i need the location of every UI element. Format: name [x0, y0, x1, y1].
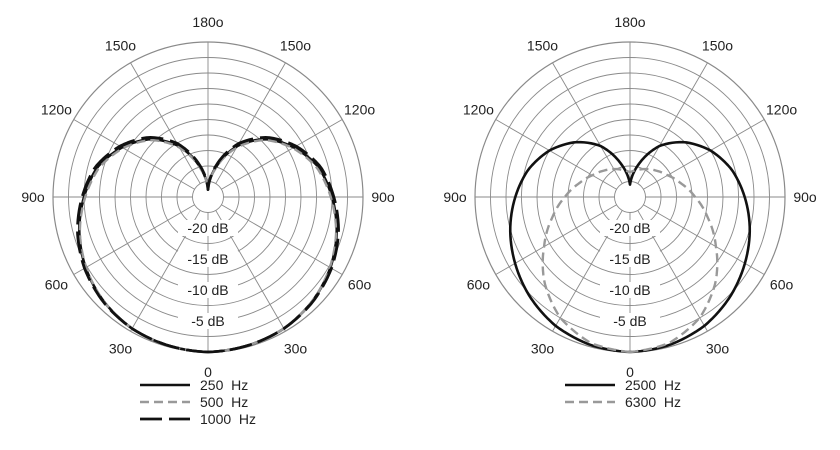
db-label-bg — [178, 251, 238, 267]
series-curve-6300-hz — [541, 167, 719, 354]
grid-spoke — [73, 204, 195, 275]
angle-label: 150o — [527, 37, 558, 53]
grid-spoke — [73, 119, 195, 190]
angle-label: 0 — [626, 364, 634, 380]
polar-chart-right: 0 30o 60o 90o 120o 150o 180o 150o 120o 90o 60o 30o -… — [443, 14, 817, 410]
grid-spoke — [637, 62, 708, 184]
db-label: -10 dB — [187, 282, 228, 298]
angle-label: 180o — [192, 14, 223, 30]
angle-label: 60o — [45, 277, 69, 293]
angle-label: 90o — [793, 189, 817, 205]
angle-label: 150o — [105, 37, 136, 53]
grid-spoke — [221, 204, 343, 275]
angle-label: 30o — [109, 341, 133, 357]
grid-spoke — [221, 119, 343, 190]
db-label-bg — [178, 282, 238, 298]
series-curve-1000-hz — [76, 136, 340, 354]
db-label-bg — [600, 282, 660, 298]
angle-label: 120o — [766, 102, 797, 118]
angle-label: 150o — [702, 37, 733, 53]
series-curve-500-hz — [78, 138, 338, 354]
angle-label: 30o — [706, 341, 730, 357]
legend-label: 6300 Hz — [625, 394, 681, 410]
angle-label: 60o — [770, 277, 794, 293]
db-label-bg — [600, 251, 660, 267]
angle-label: 120o — [41, 102, 72, 118]
angle-label: 60o — [348, 277, 372, 293]
db-label: -20 dB — [609, 220, 650, 236]
angle-label: 120o — [463, 102, 494, 118]
grid-spoke — [130, 62, 201, 184]
angle-label: 90o — [443, 189, 467, 205]
angle-label: 60o — [467, 277, 491, 293]
grid-spoke — [215, 62, 286, 184]
db-label: -20 dB — [187, 220, 228, 236]
angle-label: 180o — [614, 14, 645, 30]
db-label: -5 dB — [613, 313, 646, 329]
angle-label: 90o — [371, 189, 395, 205]
grid-spoke — [495, 119, 617, 190]
db-label-bg — [178, 313, 238, 329]
series-curve-2500-hz — [508, 140, 752, 354]
db-label-bg — [178, 220, 238, 236]
db-label: -5 dB — [191, 313, 224, 329]
legend-label: 500 Hz — [200, 394, 248, 410]
angle-label: 120o — [344, 102, 375, 118]
angle-label: 30o — [284, 341, 308, 357]
angle-label: 30o — [531, 341, 555, 357]
legend-label: 250 Hz — [200, 377, 248, 393]
db-label-bg — [600, 220, 660, 236]
legend-label: 1000 Hz — [200, 411, 256, 427]
grid-ring — [614, 181, 646, 213]
angle-label: 0 — [204, 364, 212, 380]
polar-chart-left: 0 30o 60o 90o 120o 150o 180o 150o 120o 90o 60o 30o -… — [21, 14, 395, 427]
grid-spoke — [643, 119, 765, 190]
db-label: -15 dB — [609, 251, 650, 267]
db-label: -10 dB — [609, 282, 650, 298]
db-label: -15 dB — [187, 251, 228, 267]
db-label-bg — [600, 313, 660, 329]
grid-spoke — [552, 62, 623, 184]
angle-label: 90o — [21, 189, 45, 205]
angle-label: 150o — [280, 37, 311, 53]
legend-label: 2500 Hz — [625, 377, 681, 393]
